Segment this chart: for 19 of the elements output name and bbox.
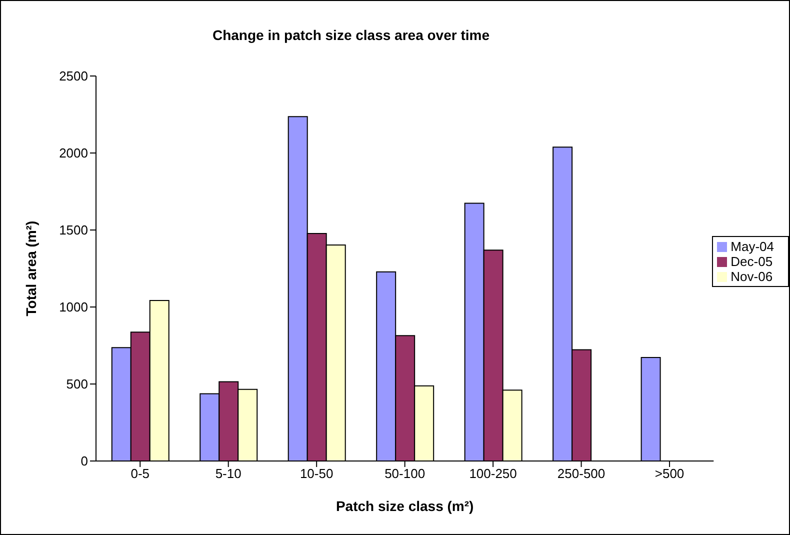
x-axis-title: Patch size class (m²): [336, 498, 474, 514]
y-tick-label: 0: [80, 454, 88, 469]
y-axis-title: Total area (m²): [22, 220, 39, 316]
x-tick-label: 250-500: [557, 466, 606, 482]
x-tick-label: 0-5: [130, 466, 150, 482]
x-tick-label: 10-50: [300, 466, 334, 482]
legend-label: May-04: [730, 238, 774, 254]
legend-label: Nov-06: [730, 268, 773, 284]
legend-label: Dec-05: [730, 254, 773, 268]
y-tick-label: 500: [66, 376, 88, 392]
x-tick-label: >500: [654, 466, 684, 482]
x-tick-label: 5-10: [215, 466, 242, 482]
x-tick-label: 100-250: [469, 466, 517, 482]
y-tick-label: 2500: [59, 68, 88, 84]
y-tick-label: 2000: [59, 146, 88, 161]
y-tick-label: 1000: [59, 300, 88, 315]
chart-title: Change in patch size class area over time: [211, 27, 490, 43]
y-tick-label: 1500: [59, 222, 88, 238]
x-tick-label: 50-100: [384, 466, 426, 482]
